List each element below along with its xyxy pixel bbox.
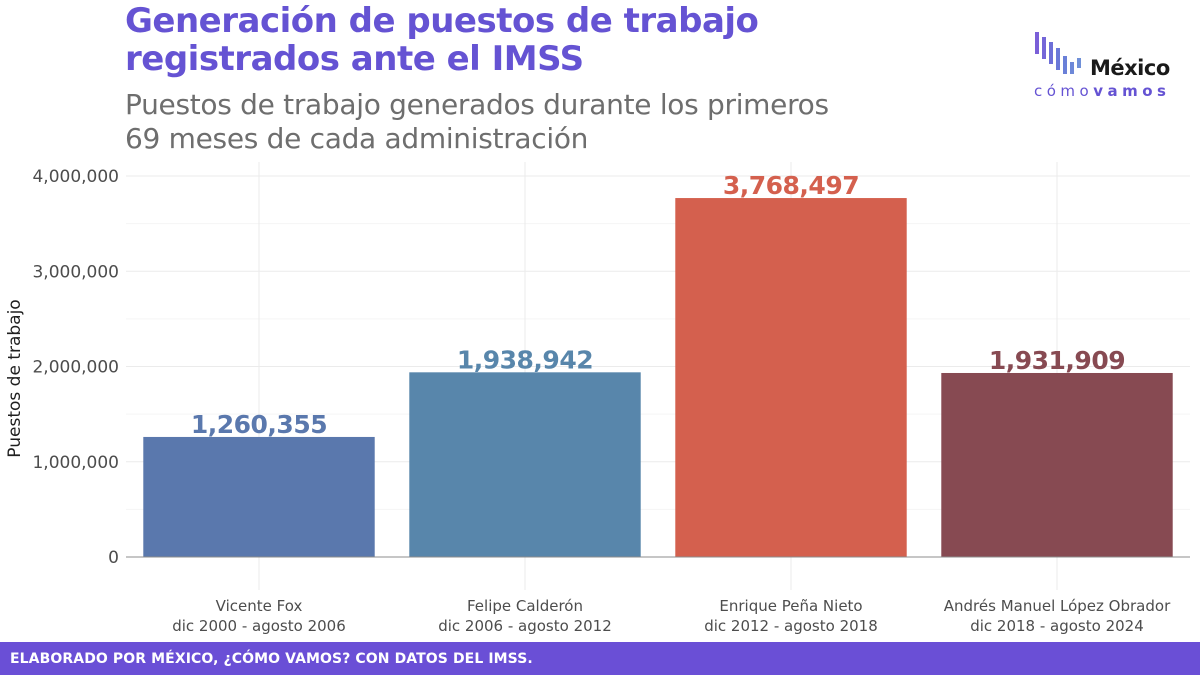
- chart-title-line-2: registrados ante el IMSS: [125, 39, 584, 79]
- bars: [143, 198, 1173, 557]
- x-tick-label-name: Enrique Peña Nieto: [719, 597, 862, 615]
- bar-chart: 0 1,000,000 2,000,000 3,000,000 4,000,000 1,…: [5, 162, 1190, 635]
- logo-tagline-bold: vamos: [1093, 82, 1171, 100]
- value-labels: 1,260,355 1,938,942 3,768,497 1,931,909: [191, 171, 1126, 439]
- logo-tagline-light: cómo: [1034, 82, 1094, 100]
- y-tick-label: 3,000,000: [32, 262, 119, 282]
- x-tick-label-period: dic 2000 - agosto 2006: [172, 617, 346, 635]
- logo-word: México: [1090, 56, 1170, 80]
- y-tick-label: 0: [108, 548, 119, 568]
- x-tick-label-period: dic 2006 - agosto 2012: [438, 617, 612, 635]
- y-tick-label: 2,000,000: [32, 358, 119, 378]
- chart-subtitle-line-2: 69 meses de cada administración: [125, 122, 589, 155]
- x-tick-label-name: Andrés Manuel López Obrador: [944, 597, 1171, 615]
- bar: [675, 198, 907, 557]
- chart-title-line-1: Generación de puestos de trabajo: [125, 1, 759, 41]
- chart-subtitle-line-1: Puestos de trabajo generados durante los…: [125, 88, 829, 121]
- footer-banner: ELABORADO POR MÉXICO, ¿CÓMO VAMOS? CON D…: [0, 642, 1200, 675]
- bar-value-label: 1,260,355: [191, 410, 327, 439]
- bar: [409, 372, 641, 557]
- bar: [941, 372, 1173, 557]
- y-tick-label: 1,000,000: [32, 453, 119, 473]
- bar-value-label: 1,938,942: [457, 345, 593, 374]
- chart-subtitle: Puestos de trabajo generados durante los…: [125, 88, 829, 156]
- mexico-como-vamos-logo: México cómovamos: [1030, 32, 1180, 102]
- y-axis-title: Puestos de trabajo: [5, 299, 25, 457]
- logo-tagline: cómovamos: [1034, 82, 1170, 100]
- x-tick-label-name: Vicente Fox: [216, 597, 303, 615]
- y-axis-ticks: 0 1,000,000 2,000,000 3,000,000 4,000,000: [32, 167, 119, 568]
- x-tick-label-name: Felipe Calderón: [467, 597, 583, 615]
- chart-title: Generación de puestos de trabajo registr…: [125, 1, 759, 79]
- bar-value-label: 3,768,497: [723, 171, 859, 200]
- footer-source-text: ELABORADO POR MÉXICO, ¿CÓMO VAMOS? CON D…: [10, 651, 533, 667]
- bar-value-label: 1,931,909: [989, 346, 1125, 375]
- bar: [143, 436, 375, 557]
- logo-bars-icon: [1035, 32, 1081, 74]
- x-axis-labels: Vicente Fox dic 2000 - agosto 2006 Felipe …: [172, 597, 1171, 635]
- y-tick-label: 4,000,000: [32, 167, 119, 187]
- x-tick-label-period: dic 2018 - agosto 2024: [970, 617, 1144, 635]
- x-tick-label-period: dic 2012 - agosto 2018: [704, 617, 878, 635]
